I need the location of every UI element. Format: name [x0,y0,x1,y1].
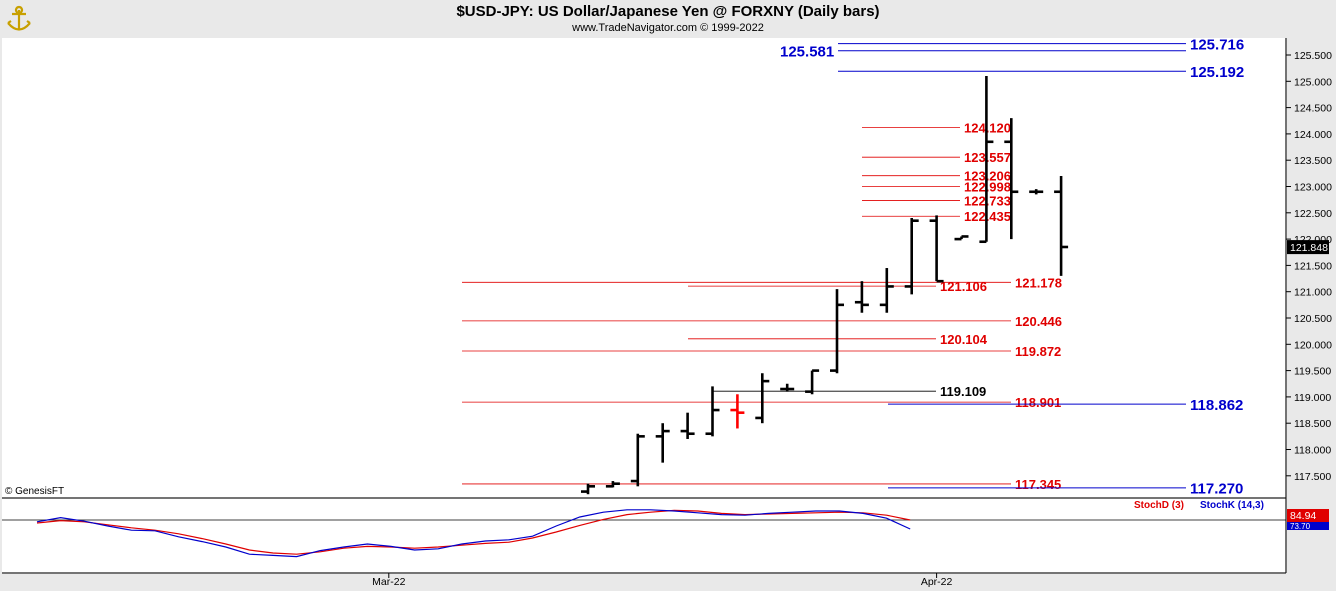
last-price-box [1287,240,1329,255]
ohlc-bar [929,215,944,283]
ohlc-bar [1029,189,1044,195]
level-label: 121.178 [1015,275,1062,290]
stoch-series-line [36,509,911,558]
y-tick-label: 125.500 [1294,50,1332,62]
ohlc-bar [655,423,670,463]
ohlc-bar [755,373,770,424]
ohlc-bar [1054,175,1069,276]
level-label: 119.109 [940,384,986,399]
level-label: 118.901 [1015,395,1061,410]
level-label: 121.106 [940,279,987,294]
y-tick-label: 118.000 [1294,445,1331,457]
y-tick-label: 123.500 [1294,155,1332,167]
main-panel-bg [2,38,1285,497]
stochd-value-label: 84.94 [1290,510,1316,522]
y-tick-label: 119.500 [1294,366,1331,378]
x-tick-label: Mar-22 [372,576,405,588]
ohlc-bar [730,394,745,429]
stochk-value-label: 73.70 [1290,522,1311,531]
ohlc-bar [1004,118,1019,240]
y-tick-label: 122.500 [1294,208,1332,220]
ohlc-bar [854,281,869,313]
y-tick-label: 121.500 [1294,260,1332,272]
last-price-label: 121.848 [1290,242,1328,254]
ohlc-bar [581,483,595,495]
y-tick-label: 117.500 [1294,471,1331,483]
stoch-panel-bg [2,499,1285,572]
stochd-value-box [1287,509,1329,522]
y-tick-label: 125.000 [1294,76,1332,88]
level-label: 117.270 [1190,481,1243,498]
y-tick-label: 124.000 [1294,129,1332,141]
legend-stochk: StochK (14,3) [1200,500,1264,511]
y-tick-label: 120.500 [1294,313,1332,325]
y-tick-label: 120.000 [1294,339,1332,351]
level-label: 125.192 [1190,64,1244,81]
level-label: 117.345 [1015,477,1061,492]
chart-subtitle: www.TradeNavigator.com © 1999-2022 [572,22,764,34]
ohlc-bar [979,76,994,244]
ohlc-bar [904,218,919,295]
level-label: 125.581 [780,43,834,60]
ohlc-bar [830,289,844,374]
level-label: 125.716 [1190,36,1244,53]
ohlc-bar [805,369,820,395]
y-tick-label: 123.000 [1294,182,1332,194]
chart-title: $USD-JPY: US Dollar/Japanese Yen @ FORXN… [456,3,880,20]
stochk-value-box [1287,522,1329,530]
level-label: 120.104 [940,332,988,347]
ohlc-bar [705,386,720,437]
level-label: 120.446 [1015,314,1062,329]
ohlc-bar [954,235,969,241]
anchor-logo-icon [2,2,36,36]
ohlc-bar [879,268,894,313]
ohlc-bar [605,481,620,488]
x-tick-label: Apr-22 [921,576,953,588]
ohlc-bar [780,383,795,392]
level-label: 118.862 [1190,397,1243,414]
level-label: 119.872 [1015,344,1061,359]
legend-stochd: StochD (3) [1134,500,1184,511]
y-tick-label: 119.000 [1294,392,1331,404]
ohlc-bar [680,412,695,439]
y-tick-label: 124.500 [1294,103,1332,115]
copyright-label: © GenesisFT [5,486,64,497]
ohlc-bar [630,433,645,487]
y-tick-label: 121.000 [1294,287,1332,299]
y-tick-label: 118.500 [1294,418,1331,430]
